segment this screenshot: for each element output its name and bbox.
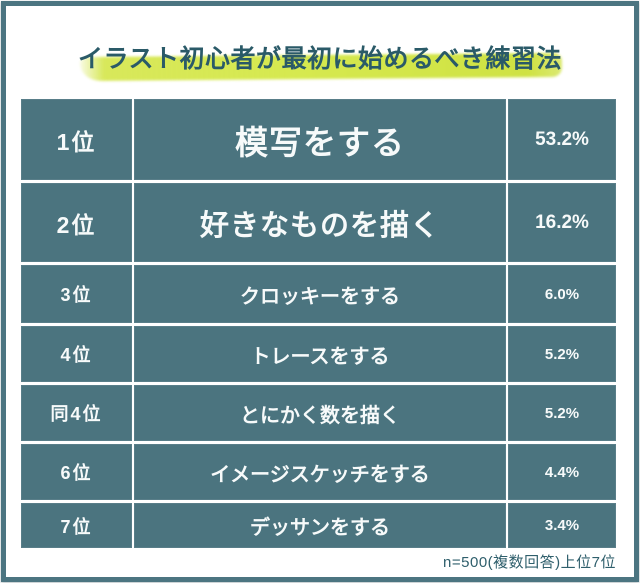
- method-cell: トレースをする: [134, 326, 506, 382]
- percent-cell: 5.2%: [508, 385, 616, 441]
- rank-cell: 1位: [21, 99, 132, 180]
- percent-cell: 5.2%: [508, 326, 616, 382]
- rank-cell: 2位: [21, 183, 132, 262]
- rank-cell: 同4位: [21, 385, 132, 441]
- percent-cell: 4.4%: [508, 444, 616, 500]
- rank-cell: 4位: [21, 326, 132, 382]
- rank-cell: 7位: [21, 503, 132, 548]
- title-block: イラスト初心者が最初に始めるべき練習法: [0, 36, 640, 82]
- page-title: イラスト初心者が最初に始めるべき練習法: [77, 45, 562, 73]
- percent-cell: 53.2%: [508, 99, 616, 180]
- method-cell: イメージスケッチをする: [134, 444, 506, 500]
- percent-cell: 6.0%: [508, 265, 616, 323]
- percent-cell: 16.2%: [508, 183, 616, 262]
- method-cell: クロッキーをする: [134, 265, 506, 323]
- sample-size-note: n=500(複数回答)上位7位: [443, 554, 616, 571]
- percent-cell: 3.4%: [508, 503, 616, 548]
- method-cell: デッサンをする: [134, 503, 506, 548]
- rank-cell: 3位: [21, 265, 132, 323]
- method-cell: とにかく数を描く: [134, 385, 506, 441]
- method-cell: 模写をする: [134, 99, 506, 180]
- ranking-table: 1位 模写をする 53.2% 2位 好きなものを描く 16.2% 3位 クロッキ…: [21, 99, 616, 548]
- rank-cell: 6位: [21, 444, 132, 500]
- method-cell: 好きなものを描く: [134, 183, 506, 262]
